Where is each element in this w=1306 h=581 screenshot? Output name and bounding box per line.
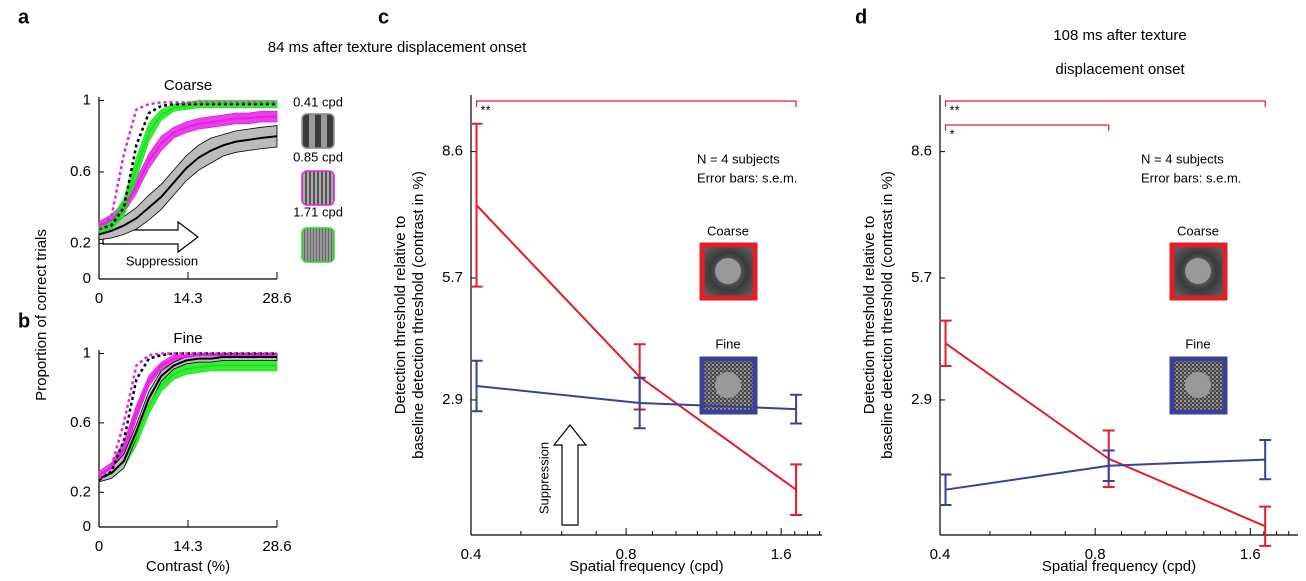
legend-swatch bbox=[301, 170, 335, 206]
y-tick-label: 0.6 bbox=[70, 414, 91, 431]
error-bar bbox=[1259, 439, 1272, 481]
x-tick-label: 14.3 bbox=[173, 290, 202, 307]
legend-label: 0.85 cpd bbox=[293, 149, 343, 164]
y-axis-label: Detection threshold relative to bbox=[392, 216, 409, 414]
error-band bbox=[98, 125, 278, 241]
error-bar bbox=[470, 359, 483, 413]
y-tick-label: 0 bbox=[83, 270, 91, 287]
panel-letter: b bbox=[18, 310, 30, 332]
error-bar bbox=[1102, 449, 1115, 482]
suppression-arrow bbox=[102, 220, 199, 254]
error-bar bbox=[470, 122, 483, 288]
y-tick-label: 8.6 bbox=[442, 143, 463, 160]
x-tick-label: 0 bbox=[95, 538, 103, 555]
note: Error bars: s.e.m. bbox=[1141, 170, 1241, 185]
x-axis-label: Contrast (%) bbox=[146, 558, 230, 575]
y-tick-label: 5.7 bbox=[442, 269, 463, 286]
note: Error bars: s.e.m. bbox=[697, 170, 797, 185]
x-axis-label: Spatial frequency (cpd) bbox=[1042, 558, 1196, 575]
significance-label: * bbox=[950, 126, 955, 141]
y-axis-label: baseline detection threshold (contrast i… bbox=[879, 171, 896, 459]
inset-disc bbox=[1185, 258, 1211, 284]
y-tick-label: 0.6 bbox=[70, 163, 91, 180]
series-line bbox=[945, 458, 1266, 491]
y-tick-label: 0.2 bbox=[70, 234, 91, 251]
legend-label: Coarse bbox=[707, 223, 749, 238]
error-bar bbox=[939, 319, 952, 367]
y-tick-label: 8.6 bbox=[911, 143, 932, 160]
x-tick-label: 0.8 bbox=[616, 546, 637, 563]
inset-disc bbox=[715, 258, 741, 284]
legend-label: Coarse bbox=[1177, 223, 1219, 238]
y-tick-label: 1 bbox=[83, 92, 91, 109]
panel-letter: c bbox=[378, 6, 389, 28]
note: N = 4 subjects bbox=[1141, 151, 1224, 166]
x-tick-label: 28.6 bbox=[262, 290, 291, 307]
y-axis-label: baseline detection threshold (contrast i… bbox=[410, 171, 427, 459]
significance-label: ** bbox=[950, 102, 960, 117]
series-line bbox=[98, 354, 277, 476]
legend-swatch bbox=[301, 113, 335, 149]
error-bar bbox=[790, 463, 803, 516]
legend-label: Fine bbox=[715, 336, 740, 351]
x-tick-label: 0.4 bbox=[930, 546, 951, 563]
x-axis-label: Spatial frequency (cpd) bbox=[569, 558, 723, 575]
x-tick-label: 0.8 bbox=[1085, 546, 1106, 563]
y-tick-label: 1 bbox=[83, 344, 91, 361]
error-bar bbox=[790, 393, 803, 425]
x-tick-label: 0.4 bbox=[461, 546, 482, 563]
error-bar bbox=[633, 376, 646, 430]
annotation: Suppression bbox=[536, 442, 551, 514]
panel-letter: d bbox=[855, 6, 867, 28]
panel-d-insets bbox=[1169, 242, 1228, 415]
legend-label: 1.71 cpd bbox=[293, 204, 343, 219]
x-tick-label: 1.6 bbox=[1240, 546, 1261, 563]
x-tick-label: 14.3 bbox=[173, 538, 202, 555]
panel-title: Fine bbox=[173, 330, 202, 347]
error-bar bbox=[1259, 505, 1272, 547]
panel-title: 84 ms after texture displacement onset bbox=[268, 39, 527, 56]
legend-label: Fine bbox=[1185, 336, 1210, 351]
series-line bbox=[98, 135, 278, 236]
x-tick-label: 28.6 bbox=[262, 538, 291, 555]
series-line bbox=[98, 115, 277, 227]
panel-title: Coarse bbox=[164, 77, 212, 94]
panel-title: displacement onset bbox=[1055, 61, 1185, 78]
panel-c-insets bbox=[699, 242, 758, 415]
y-tick-label: 5.7 bbox=[911, 269, 932, 286]
significance-bracket bbox=[944, 124, 1110, 131]
panel-title: 108 ms after texture bbox=[1053, 27, 1186, 44]
series-line bbox=[98, 102, 277, 231]
panel-letter: a bbox=[18, 6, 30, 28]
y-axis-label: Detection threshold relative to bbox=[861, 216, 878, 414]
inset-disc bbox=[715, 372, 741, 398]
legend-swatch bbox=[301, 227, 335, 263]
series-line bbox=[98, 355, 277, 480]
x-tick-label: 1.6 bbox=[771, 546, 792, 563]
coarse-inset bbox=[699, 242, 758, 301]
inset-disc bbox=[1185, 372, 1211, 398]
y-tick-label: 0 bbox=[83, 518, 91, 535]
significance-bracket bbox=[475, 100, 797, 107]
y-tick-label: 2.9 bbox=[911, 391, 932, 408]
legend-label: 0.41 cpd bbox=[293, 94, 343, 109]
series-line bbox=[98, 101, 277, 230]
significance-bracket bbox=[944, 100, 1266, 107]
suppression-arrow bbox=[552, 424, 588, 526]
significance-label: ** bbox=[481, 102, 491, 117]
series-line bbox=[98, 352, 277, 480]
y-tick-label: 2.9 bbox=[442, 391, 463, 408]
y-tick-label: 0.2 bbox=[70, 483, 91, 500]
y-axis-label: Proportion of correct trials bbox=[33, 229, 50, 401]
note: N = 4 subjects bbox=[697, 151, 780, 166]
x-tick-label: 0 bbox=[95, 290, 103, 307]
annotation: Suppression bbox=[126, 253, 198, 268]
error-bar bbox=[939, 473, 952, 506]
